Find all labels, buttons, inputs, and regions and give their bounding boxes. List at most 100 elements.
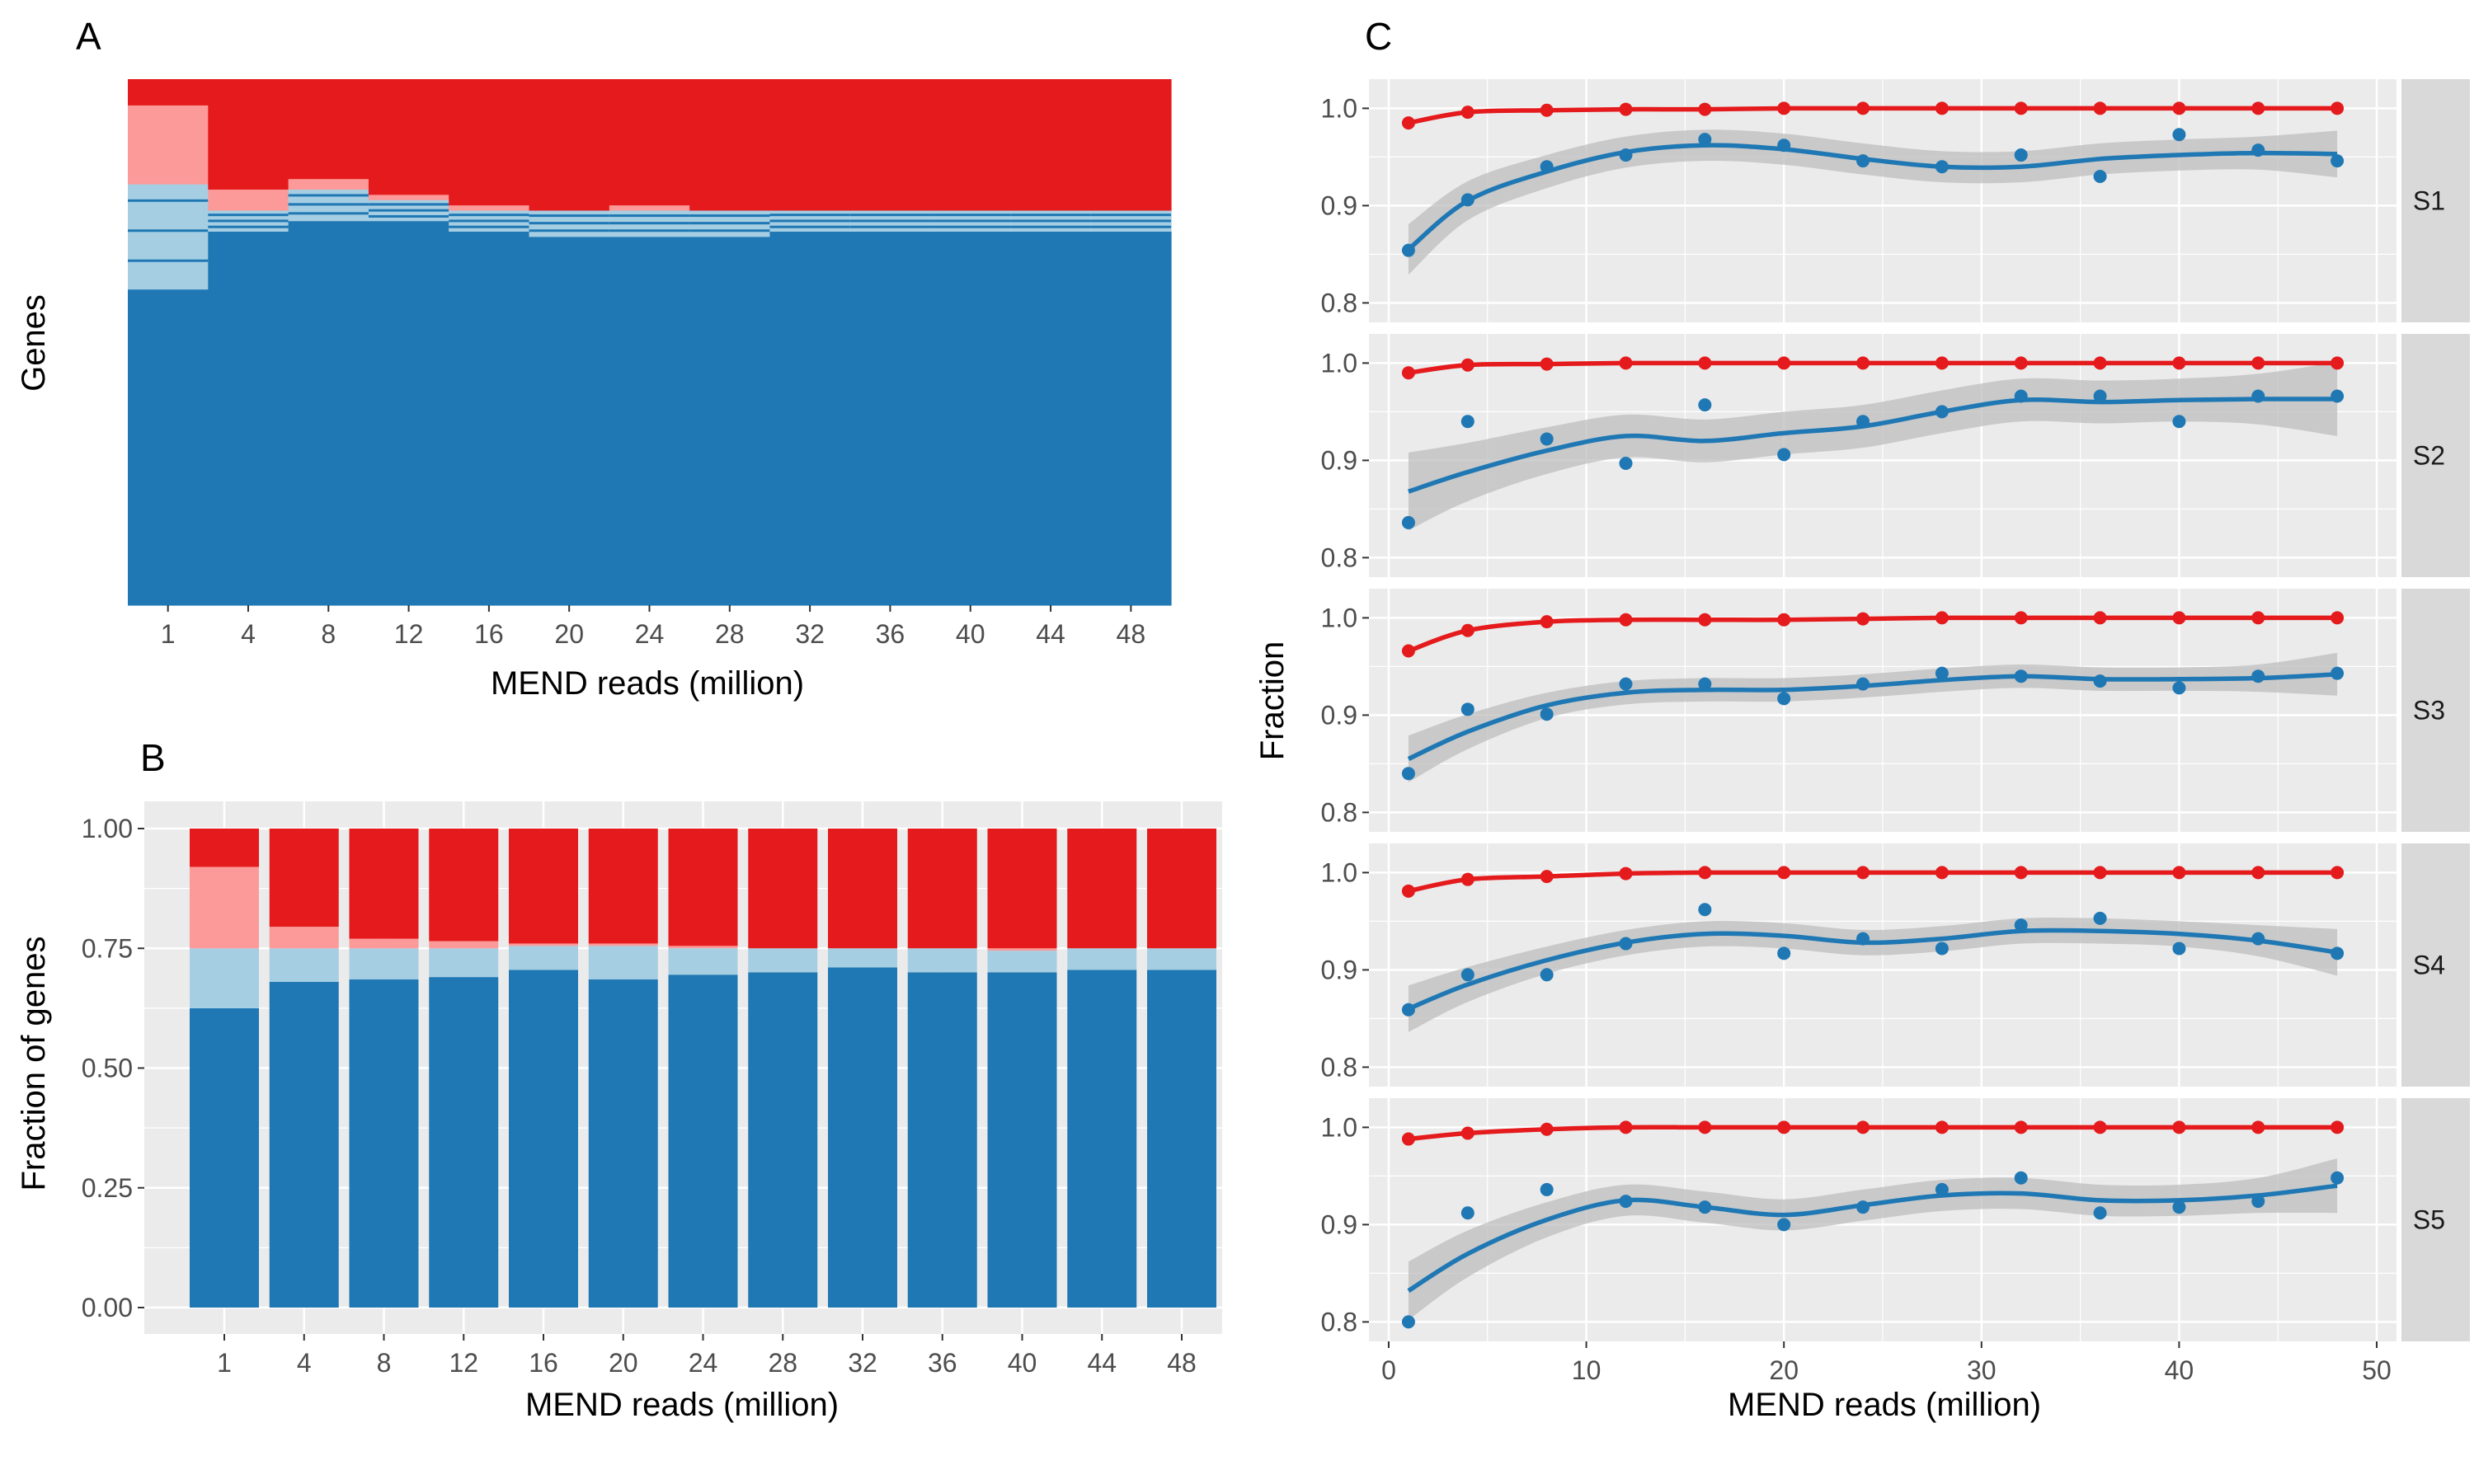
bar-segment-light-blue (828, 948, 897, 968)
heatmap-x-tick-label: 36 (876, 619, 905, 649)
heatmap-stripe (849, 216, 931, 219)
bar-segment-light-red (588, 943, 658, 946)
panel-c-faceted-scatter: 0.8 0.9 1.0 S1 0.8 0.9 1.0 S2 0.8 0.9 1.0 S3 0.8 0.9 1… (1321, 79, 2470, 1385)
red-point (2172, 611, 2186, 625)
bar-y-tick-label: 0.75 (82, 933, 133, 963)
blue-point (2014, 918, 2028, 932)
red-point (2093, 866, 2107, 880)
bar-x-tick-label: 44 (1087, 1348, 1117, 1378)
facet-y-tick-label: 1.0 (1321, 1112, 1357, 1142)
bar-segment-dark-blue (1067, 970, 1137, 1308)
bar-segment-dark-blue (668, 974, 738, 1308)
heatmap-block-dark-blue (128, 289, 209, 606)
blue-point (1401, 1315, 1415, 1329)
confidence-band (1408, 918, 2338, 1032)
heatmap-stripe (1090, 223, 1171, 226)
heatmap-stripe (128, 274, 209, 277)
red-point (2331, 101, 2345, 115)
bar-segment-light-red (987, 948, 1057, 951)
bar-segment-dark-red (1067, 829, 1137, 949)
bar-segment-dark-red (588, 829, 658, 944)
blue-point (2331, 946, 2345, 960)
blue-point (1698, 133, 1712, 147)
heatmap-stripe (368, 209, 449, 212)
bar-segment-light-red (349, 938, 419, 949)
heatmap-stripe (609, 214, 690, 218)
bar-segment-light-blue (190, 948, 259, 1008)
bar-segment-dark-blue (429, 977, 499, 1308)
bar-segment-dark-red (748, 829, 818, 949)
facet-y-tick-label: 0.9 (1321, 445, 1357, 475)
confidence-band (1408, 129, 2338, 275)
bar-x-tick-label: 20 (609, 1348, 638, 1378)
blue-point (1619, 148, 1633, 162)
heatmap-block-dark-red (1010, 79, 1092, 212)
red-point (1460, 623, 1475, 637)
blue-point (1460, 702, 1475, 716)
heatmap-x-tick-label: 16 (474, 619, 504, 649)
facet-x-tick-label: 10 (1572, 1355, 1602, 1385)
heatmap-stripe (689, 232, 770, 236)
bar-segment-dark-red (907, 829, 977, 949)
blue-point (2014, 669, 2028, 683)
bar-segment-dark-blue (588, 979, 658, 1308)
red-point (2331, 356, 2345, 370)
bar-x-tick-label: 36 (928, 1348, 957, 1378)
blue-point (1856, 154, 1870, 168)
panel-c-ylabel: Fraction (1254, 641, 1291, 761)
blue-point (1777, 448, 1791, 462)
red-point (1401, 884, 1415, 898)
blue-point (1698, 398, 1712, 412)
red-point (2172, 101, 2186, 115)
red-point (2093, 101, 2107, 115)
blue-point (2093, 911, 2107, 925)
heatmap-stripe (288, 198, 369, 201)
red-point (1540, 357, 1554, 371)
red-point (1540, 615, 1554, 629)
heatmap-stripe (368, 218, 449, 221)
heatmap-block-dark-blue (208, 232, 289, 606)
blue-point (1460, 968, 1475, 982)
blue-point (1856, 932, 1870, 946)
heatmap-stripe (529, 229, 609, 232)
bar-segment-dark-blue (349, 979, 419, 1308)
blue-point (2251, 1195, 2265, 1209)
heatmap-stripe (208, 225, 289, 228)
bar-segment-dark-blue (748, 972, 818, 1308)
blue-point (1856, 1200, 1870, 1214)
facet-y-tick-label: 1.0 (1321, 93, 1357, 123)
heatmap-stripe (449, 214, 529, 217)
facet-y-tick-label: 0.8 (1321, 542, 1357, 572)
blue-point (1777, 1218, 1791, 1232)
bar-segment-dark-blue (987, 972, 1057, 1308)
facet-strip (2401, 334, 2470, 577)
red-point (1460, 872, 1475, 886)
bar-x-tick-label: 48 (1167, 1348, 1197, 1378)
blue-point (2251, 143, 2265, 157)
facet-s5: 0.8 0.9 1.0 S5 (1321, 1098, 2470, 1341)
red-point (1401, 366, 1415, 380)
heatmap-stripe (449, 216, 529, 219)
heatmap-stripe (849, 219, 931, 223)
blue-point (1777, 139, 1791, 153)
bar-segment-dark-red (509, 829, 578, 944)
red-point (1460, 1126, 1475, 1140)
red-point (1698, 866, 1712, 880)
heatmap-stripe (609, 225, 690, 228)
blue-point (2331, 389, 2345, 403)
facet-y-tick-label: 1.0 (1321, 857, 1357, 887)
bar-segment-dark-red (668, 829, 738, 946)
heatmap-stripe (689, 214, 770, 218)
heatmap-stripe (368, 214, 449, 218)
heatmap-block-light-red (368, 195, 449, 201)
facet-y-tick-label: 0.8 (1321, 1052, 1357, 1082)
heatmap-stripe (849, 225, 931, 228)
facet-y-tick-label: 1.0 (1321, 603, 1357, 632)
bar-segment-dark-blue (190, 1007, 259, 1308)
panel-c-xlabel: MEND reads (million) (1728, 1387, 2041, 1423)
facet-y-tick-label: 0.9 (1321, 955, 1357, 984)
heatmap-stripe (930, 216, 1011, 219)
bar-segment-dark-red (429, 829, 499, 942)
bar-segment-light-blue (269, 948, 339, 982)
facet-y-tick-label: 0.9 (1321, 1209, 1357, 1239)
